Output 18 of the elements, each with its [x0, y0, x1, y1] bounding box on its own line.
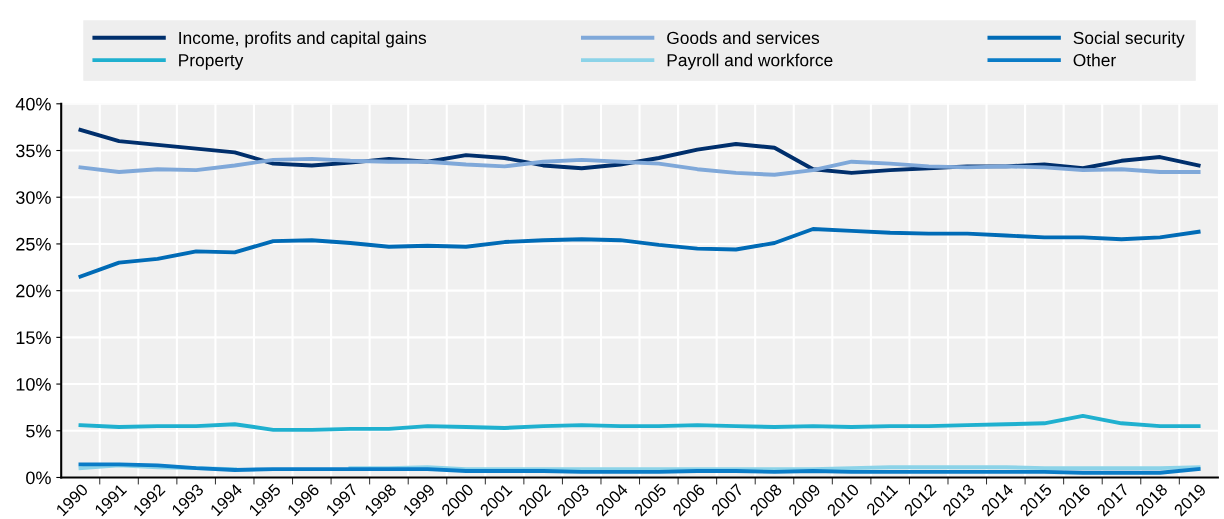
legend-label: Goods and services	[667, 31, 820, 45]
line-series	[78, 156, 1201, 177]
y-tick-label: 20%	[16, 284, 51, 298]
legend-label: Income, profits and capital gains	[179, 31, 427, 48]
line-series	[78, 413, 1201, 432]
y-tick-label: 15%	[16, 331, 51, 345]
legend-label: Payroll and workforce	[667, 53, 833, 70]
y-tick-label: 0%	[26, 471, 51, 485]
legend-label: Social security	[1073, 31, 1185, 48]
y-tick-label: 35%	[16, 144, 51, 158]
line-series	[78, 227, 1201, 279]
y-tick-label: 30%	[16, 191, 51, 204]
y-tick-label: 5%	[26, 424, 51, 438]
legend-label: Property	[179, 54, 244, 70]
y-tick-label: 25%	[16, 237, 51, 251]
y-tick-label: 10%	[16, 377, 51, 391]
y-tick-label: 40%	[15, 97, 51, 111]
legend-label: Other	[1073, 53, 1116, 67]
